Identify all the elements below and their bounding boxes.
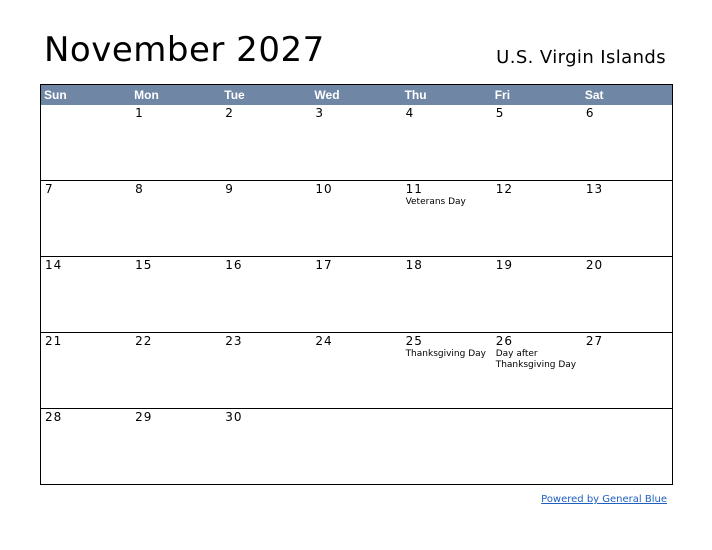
- day-cell: 14: [41, 257, 131, 332]
- day-cell: 16: [221, 257, 311, 332]
- day-number: 30: [225, 410, 243, 424]
- day-number: 27: [585, 334, 604, 348]
- day-number: 6: [585, 106, 595, 120]
- weeks-container: 1 2 3 4 5 6 7 8 9 10 11 Veterans Day 12 1…: [41, 105, 672, 484]
- day-cell: 18: [402, 257, 492, 332]
- day-number: 8: [135, 182, 144, 196]
- day-cell: [311, 409, 401, 484]
- day-cell: 5: [492, 105, 582, 180]
- day-cell: 8: [131, 181, 221, 256]
- day-cell: 29: [131, 409, 221, 484]
- day-cell: 19: [492, 257, 582, 332]
- day-cell: 3: [311, 105, 401, 180]
- day-cell: 22: [131, 333, 221, 408]
- day-cell: 27: [582, 333, 672, 408]
- weekday-tue: Tue: [224, 88, 245, 102]
- day-number: 28: [45, 410, 63, 424]
- week-row: 14 15 16 17 18 19 20: [41, 257, 672, 333]
- week-row: 1 2 3 4 5 6: [41, 105, 672, 181]
- day-number: 15: [135, 258, 153, 272]
- day-cell: 10: [311, 181, 401, 256]
- day-number: 25: [405, 334, 423, 348]
- weekday-mon: Mon: [134, 88, 159, 102]
- day-cell: 30: [221, 409, 311, 484]
- day-cell: 15: [131, 257, 221, 332]
- day-number: 18: [405, 258, 423, 272]
- holiday-label: Thanksgiving Day: [405, 349, 486, 359]
- holiday-label: Veterans Day: [405, 197, 466, 207]
- weekday-fri: Fri: [494, 88, 511, 102]
- day-number: 23: [225, 334, 243, 348]
- day-number: 12: [495, 182, 513, 196]
- day-cell: 26 Day after Thanksgiving Day: [492, 333, 582, 408]
- day-cell: 28: [41, 409, 131, 484]
- week-row: 28 29 30: [41, 409, 672, 484]
- day-cell: [492, 409, 582, 484]
- day-number: 20: [585, 258, 604, 272]
- day-cell: 21: [41, 333, 131, 408]
- day-cell: [402, 409, 492, 484]
- holiday-label: Day after Thanksgiving Day: [495, 349, 577, 370]
- day-number: 22: [135, 334, 153, 348]
- day-cell: 25 Thanksgiving Day: [402, 333, 492, 408]
- day-number: 24: [315, 334, 333, 348]
- day-cell: 1: [131, 105, 221, 180]
- day-number: 16: [225, 258, 243, 272]
- day-cell: 24: [311, 333, 401, 408]
- day-number: 17: [315, 258, 333, 272]
- day-cell: [41, 105, 131, 180]
- day-cell: 20: [582, 257, 672, 332]
- day-cell: 11 Veterans Day: [402, 181, 492, 256]
- day-number: 26: [495, 334, 513, 348]
- powered-by-link[interactable]: Powered by General Blue: [541, 494, 667, 505]
- weekday-thu: Thu: [404, 88, 427, 102]
- weekday-wed: Wed: [314, 88, 340, 102]
- day-number: 9: [225, 182, 234, 196]
- day-cell: 6: [582, 105, 672, 180]
- day-number: 4: [405, 106, 415, 120]
- day-number: 1: [135, 106, 144, 120]
- day-cell: [582, 409, 672, 484]
- day-number: 13: [585, 182, 604, 196]
- week-row: 7 8 9 10 11 Veterans Day 12 13: [41, 181, 672, 257]
- calendar-title: November 2027: [44, 30, 325, 70]
- day-number: 5: [495, 106, 505, 120]
- day-cell: 2: [221, 105, 311, 180]
- day-number: 11: [405, 182, 423, 196]
- calendar-grid: Sun Mon Tue Wed Thu Fri Sat 1 2 3 4 5 6 …: [40, 84, 673, 485]
- day-cell: 17: [311, 257, 401, 332]
- day-number: 21: [45, 334, 63, 348]
- day-number: 3: [315, 106, 325, 120]
- day-cell: 12: [492, 181, 582, 256]
- day-number: 19: [495, 258, 513, 272]
- day-cell: 23: [221, 333, 311, 408]
- day-cell: 4: [402, 105, 492, 180]
- day-cell: 9: [221, 181, 311, 256]
- day-number: 2: [225, 106, 234, 120]
- weekday-sat: Sat: [584, 88, 604, 102]
- day-cell: 7: [41, 181, 131, 256]
- week-row: 21 22 23 24 25 Thanksgiving Day 26 Day aft…: [41, 333, 672, 409]
- day-number: 7: [45, 182, 54, 196]
- weekday-sun: Sun: [44, 88, 67, 102]
- day-number: 14: [45, 258, 63, 272]
- day-number: 10: [315, 182, 333, 196]
- day-cell: 13: [582, 181, 672, 256]
- weekday-header-row: Sun Mon Tue Wed Thu Fri Sat: [41, 85, 672, 105]
- day-number: 29: [135, 410, 153, 424]
- region-name: U.S. Virgin Islands: [496, 47, 666, 68]
